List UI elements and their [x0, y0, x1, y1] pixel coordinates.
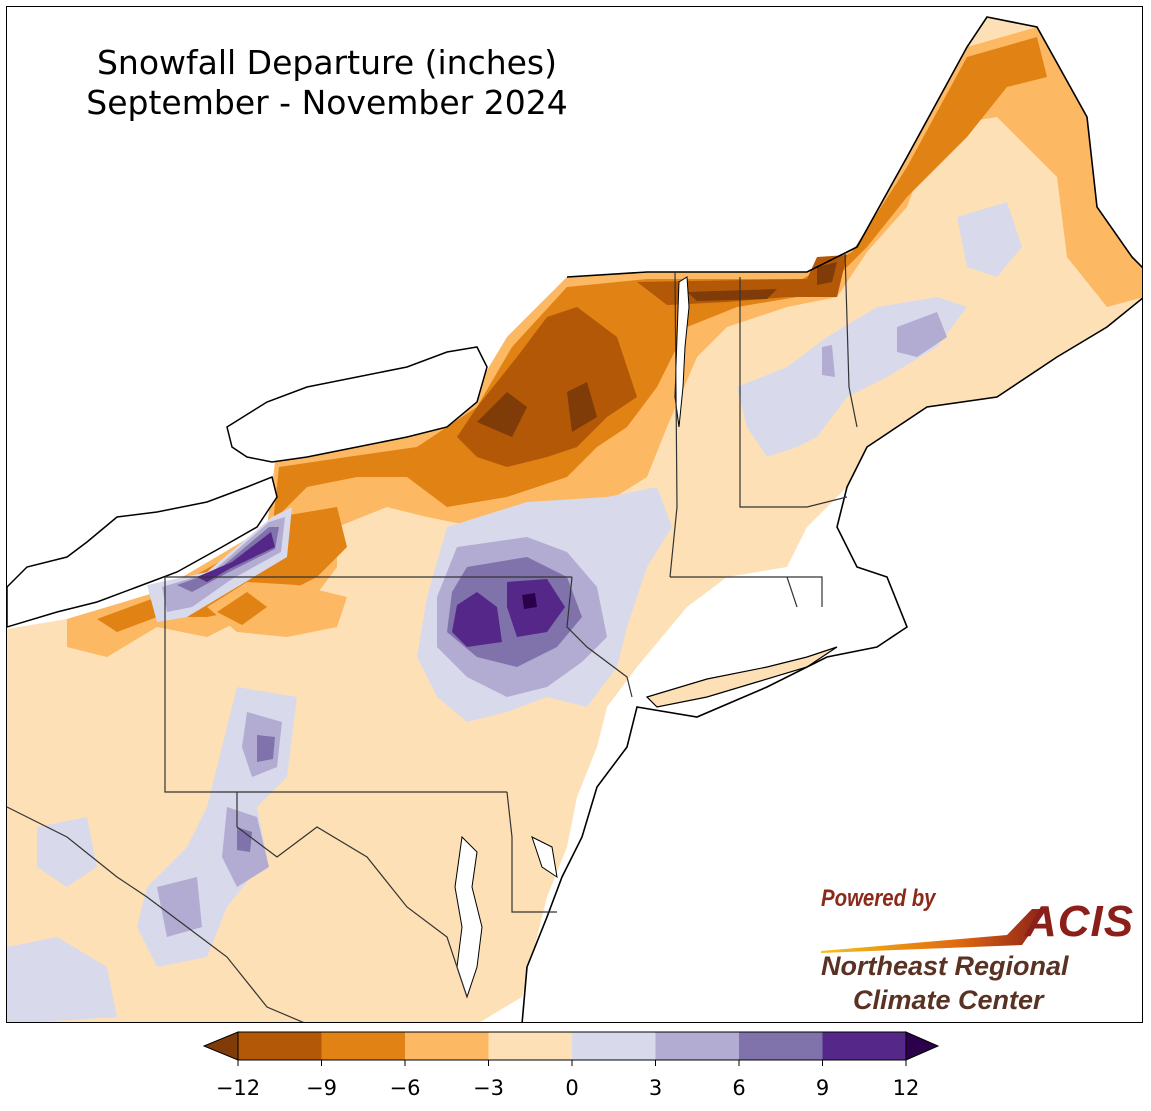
departure-band-minus6-minus9-sw: [217, 592, 267, 625]
acis-logo-text: ACIS: [1025, 897, 1135, 946]
org-name-line2: Climate Center: [853, 985, 1044, 1015]
colorbar-tick-label: 12: [892, 1076, 920, 1100]
map-title: Snowfall Departure (inches): [96, 43, 558, 82]
colorbar-tick-label: 9: [815, 1076, 830, 1100]
colorbar-tick-label: −12: [215, 1076, 261, 1100]
powered-by-text: Powered by: [821, 885, 936, 912]
org-name-line1: Northeast Regional: [821, 951, 1069, 981]
map-panel: Snowfall Departure (inches) September - …: [6, 6, 1143, 1023]
departure-band-minus9-minus12: [457, 255, 847, 467]
departure-band-0-plus3-appalachians: [7, 687, 297, 1022]
snowfall-departure-map: [7, 16, 1142, 1022]
colorbar-over-arrow: [905, 1031, 940, 1061]
colorbar-under-arrow: [202, 1031, 239, 1061]
colorbar-bin: [572, 1032, 656, 1060]
colorbar-bin: [405, 1032, 489, 1060]
colorbar-bin: [739, 1032, 823, 1060]
colorbar-tick-label: 6: [732, 1076, 746, 1100]
colorbar-bin: [655, 1032, 739, 1060]
lake-erie: [7, 475, 278, 628]
acis-swoosh-icon: [821, 909, 1047, 953]
colorbar-tick-label: −3: [473, 1076, 504, 1100]
colorbar-tick-label: −9: [306, 1076, 337, 1100]
departure-band-plus3-plus6-new-england: [822, 312, 947, 377]
colorbar-bin: [238, 1032, 322, 1060]
departure-band-0-plus3-new-england: [737, 202, 1022, 457]
colorbar-swatches: [202, 1031, 940, 1066]
colorbar-tick-label: 0: [565, 1076, 579, 1100]
colorbar-bin: [488, 1032, 572, 1060]
lake-champlain: [674, 276, 690, 428]
chesapeake-bay: [454, 835, 483, 999]
departure-band-above-plus12-central: [522, 593, 537, 609]
map-subtitle: September - November 2024: [86, 83, 568, 122]
lake-ontario: [226, 346, 488, 463]
colorbar-bin: [822, 1032, 906, 1060]
departure-band-plus9-plus12-central: [452, 579, 565, 647]
colorbar-legend: −12 −9 −6 −3 0 3 6 9 12: [200, 1028, 942, 1108]
colorbar-bin: [321, 1032, 405, 1060]
acis-credit-logo: Powered by ACIS Northeast Regional Clima…: [807, 885, 1137, 1015]
departure-band-plus6-plus9-lake-erie: [177, 527, 279, 592]
delaware-bay: [531, 836, 558, 879]
departure-band-plus9-plus12-lake-erie: [197, 532, 275, 582]
atlantic-ocean: [522, 298, 1142, 1022]
colorbar-tick-label: 3: [648, 1076, 663, 1100]
departure-band-plus6-plus9-appalachians: [237, 735, 275, 852]
coastline: [521, 16, 1142, 1022]
long-island: [645, 646, 838, 708]
colorbar-tick-label: −6: [389, 1076, 421, 1100]
departure-band-below-minus12: [477, 262, 837, 437]
departure-band-plus3-plus6-appalachians: [157, 712, 282, 937]
state-borders: [7, 251, 858, 1022]
